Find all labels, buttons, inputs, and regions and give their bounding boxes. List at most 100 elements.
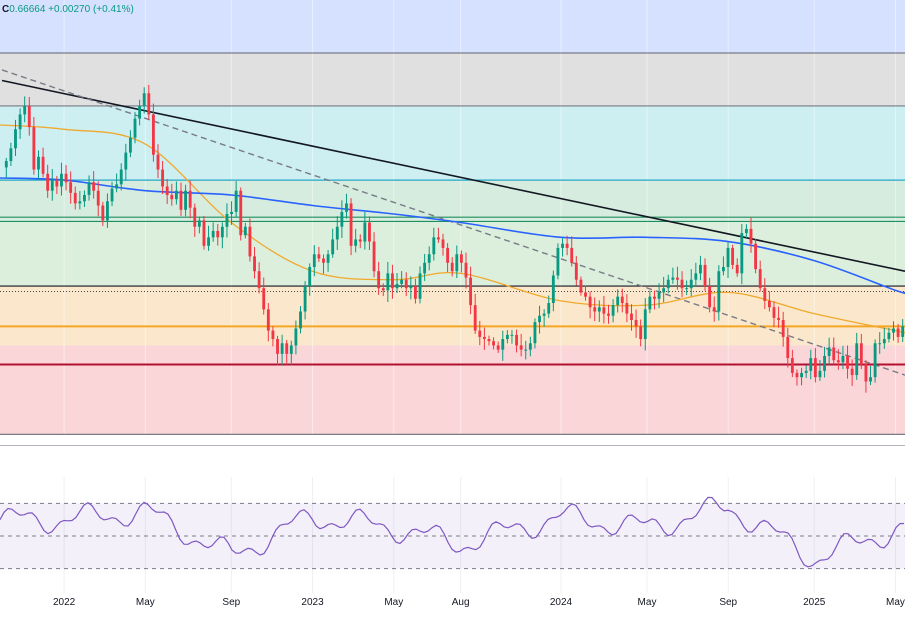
candle-body — [882, 339, 886, 344]
candle — [211, 222, 215, 242]
candle — [294, 320, 298, 355]
candle-body — [740, 233, 744, 274]
candle-body — [492, 341, 495, 346]
candle-body — [124, 152, 128, 170]
candle — [676, 266, 679, 290]
moving-average-line — [0, 177, 905, 295]
candle-body — [78, 201, 82, 204]
candle-body — [50, 180, 54, 191]
candle-body — [648, 296, 652, 310]
candle-body — [597, 307, 601, 312]
candle-body — [777, 317, 781, 320]
candle-body — [87, 182, 91, 195]
candle — [620, 288, 624, 313]
candle — [381, 283, 385, 297]
candle-body — [418, 273, 422, 299]
candle-body — [501, 339, 505, 350]
candle-body — [754, 243, 758, 270]
candle — [142, 87, 146, 114]
candle-body — [836, 360, 840, 363]
candle-body — [680, 279, 684, 289]
candle-body — [528, 343, 532, 350]
candle-body — [101, 205, 105, 221]
candle-body — [363, 222, 367, 242]
candle-body — [721, 267, 725, 272]
candle-body — [533, 322, 537, 344]
candle — [23, 96, 27, 123]
candle — [740, 224, 744, 285]
candle — [239, 187, 243, 241]
candle-body — [708, 286, 712, 308]
candle-body — [202, 220, 206, 246]
candle-body — [303, 286, 307, 312]
candle — [841, 345, 845, 370]
candle-body — [625, 303, 629, 314]
candle-body — [685, 288, 689, 290]
candle — [501, 330, 505, 361]
candle — [83, 190, 86, 208]
candle — [432, 227, 436, 261]
candle-body — [744, 228, 748, 234]
candle — [790, 349, 794, 377]
candle-body — [887, 332, 891, 340]
candle-body — [813, 358, 817, 378]
price-zone-3 — [0, 180, 905, 223]
candle — [607, 304, 610, 324]
candle — [777, 306, 781, 328]
candle-body — [524, 349, 528, 351]
candle — [653, 290, 656, 310]
candle — [726, 242, 730, 278]
candle — [473, 293, 477, 334]
candle — [533, 318, 537, 349]
candle — [712, 296, 716, 322]
candle-body — [896, 328, 900, 337]
candle — [630, 304, 633, 331]
candle — [128, 130, 132, 158]
candle — [308, 263, 312, 296]
candle — [597, 300, 601, 322]
candle-body — [630, 313, 633, 320]
candle — [372, 232, 376, 278]
candle-body — [556, 247, 560, 276]
candle-body — [110, 188, 114, 202]
candle — [193, 203, 197, 237]
price-zone-2 — [0, 105, 905, 181]
candle — [170, 183, 174, 206]
candle-body — [584, 292, 587, 297]
candle-body — [73, 192, 77, 204]
candle — [78, 191, 82, 210]
candle — [37, 150, 40, 179]
candle-body — [165, 186, 169, 195]
candle-body — [892, 328, 895, 333]
candle-body — [133, 118, 137, 138]
x-axis-tick-label: May — [384, 597, 403, 608]
candle-body — [515, 334, 518, 346]
price-zone-6 — [0, 345, 905, 435]
candle-body — [551, 275, 555, 304]
candle — [542, 309, 546, 327]
candle-body — [368, 222, 371, 242]
candle-body — [593, 307, 597, 312]
candle — [184, 184, 188, 217]
candle-body — [859, 343, 863, 365]
candle — [119, 163, 123, 191]
candle-body — [818, 370, 822, 378]
price-header: C0.66664 +0.00270 (+0.41%) — [2, 4, 134, 15]
x-axis-tick-label: 2025 — [803, 597, 826, 608]
candle — [505, 330, 509, 344]
candle-body — [14, 129, 17, 149]
x-axis-tick-label: May — [886, 597, 905, 608]
candle-body — [726, 247, 730, 267]
candle-body — [308, 267, 312, 287]
x-axis-tick-label: 2024 — [550, 597, 573, 608]
candle-body — [758, 269, 762, 289]
candle-body — [772, 307, 776, 318]
candle — [832, 337, 836, 365]
x-axis-tick-label: Aug — [452, 597, 470, 608]
candle-body — [657, 292, 661, 299]
candle-body — [128, 137, 132, 153]
candle-body — [4, 161, 8, 168]
candle-body — [579, 279, 583, 293]
